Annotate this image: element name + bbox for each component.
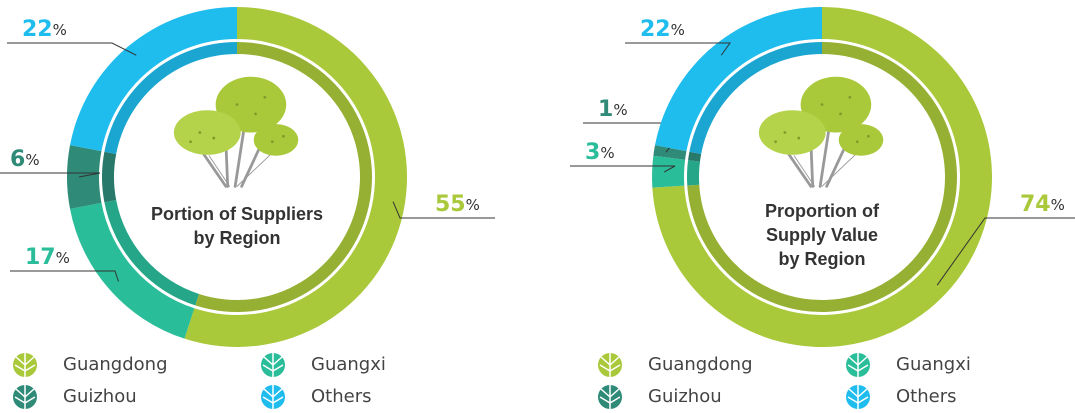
donut-segment	[70, 7, 237, 152]
leader-line	[7, 42, 137, 56]
leader-line	[10, 270, 119, 282]
legend-icon	[846, 385, 870, 409]
donut-inner-segment	[688, 151, 702, 162]
value-label: 3%	[585, 140, 615, 165]
legend-label: Guizhou	[648, 386, 722, 407]
leader-line	[570, 165, 676, 173]
legend-label: Guangdong	[63, 354, 168, 375]
value-label: 17%	[25, 245, 70, 270]
legend-label: Others	[311, 386, 372, 407]
legend-swatch-veins	[599, 353, 621, 377]
donut-segment	[70, 202, 195, 339]
leader-line	[936, 217, 1075, 286]
donut-inner-segment	[689, 42, 822, 154]
legend-swatch-veins	[599, 385, 621, 409]
chart-title: Proportion of	[765, 201, 880, 221]
legend-label: Guangxi	[896, 354, 971, 375]
donut-inner-segment	[102, 151, 117, 203]
legend-swatch-veins	[847, 353, 869, 377]
donut-inner-segment	[104, 200, 199, 306]
value-label: 1%	[598, 97, 628, 122]
legend-icon	[13, 385, 37, 409]
chart-title: by Region	[193, 228, 280, 248]
tree-illustration	[757, 75, 885, 188]
chart-title: Supply Value	[766, 225, 878, 245]
legend-swatch-veins	[262, 385, 284, 409]
legend-label: Guangxi	[311, 354, 386, 375]
donut-segment	[651, 155, 686, 188]
chart-title: by Region	[778, 249, 865, 269]
legend-swatch-veins	[262, 353, 284, 377]
donut-segment	[655, 7, 822, 152]
value-label: 22%	[22, 17, 67, 42]
leader-line	[392, 201, 495, 219]
legend-icon	[261, 385, 285, 409]
legend-icon	[598, 385, 622, 409]
legend-label: Guizhou	[63, 386, 137, 407]
donut-segment	[653, 145, 687, 160]
legend-swatch-veins	[847, 385, 869, 409]
legend-icon	[13, 353, 37, 377]
value-label: 22%	[640, 17, 685, 42]
value-label: 74%	[1020, 192, 1065, 217]
chart-title: Portion of Suppliers	[151, 204, 323, 224]
leader-line	[0, 172, 101, 178]
legend-swatch-veins	[14, 385, 36, 409]
tree-illustration	[172, 75, 300, 188]
donut-inner-segment	[686, 160, 700, 186]
leader-line	[625, 42, 731, 56]
legend-swatch-veins	[14, 353, 36, 377]
value-label: 55%	[435, 192, 480, 217]
donut-segment	[66, 145, 102, 209]
legend-icon	[261, 353, 285, 377]
legend-label: Guangdong	[648, 354, 753, 375]
donut-segment	[184, 7, 408, 347]
donut-inner-segment	[104, 42, 237, 154]
legend-label: Others	[896, 386, 957, 407]
legend-icon	[598, 353, 622, 377]
legend-icon	[846, 353, 870, 377]
value-label: 6%	[10, 147, 40, 172]
